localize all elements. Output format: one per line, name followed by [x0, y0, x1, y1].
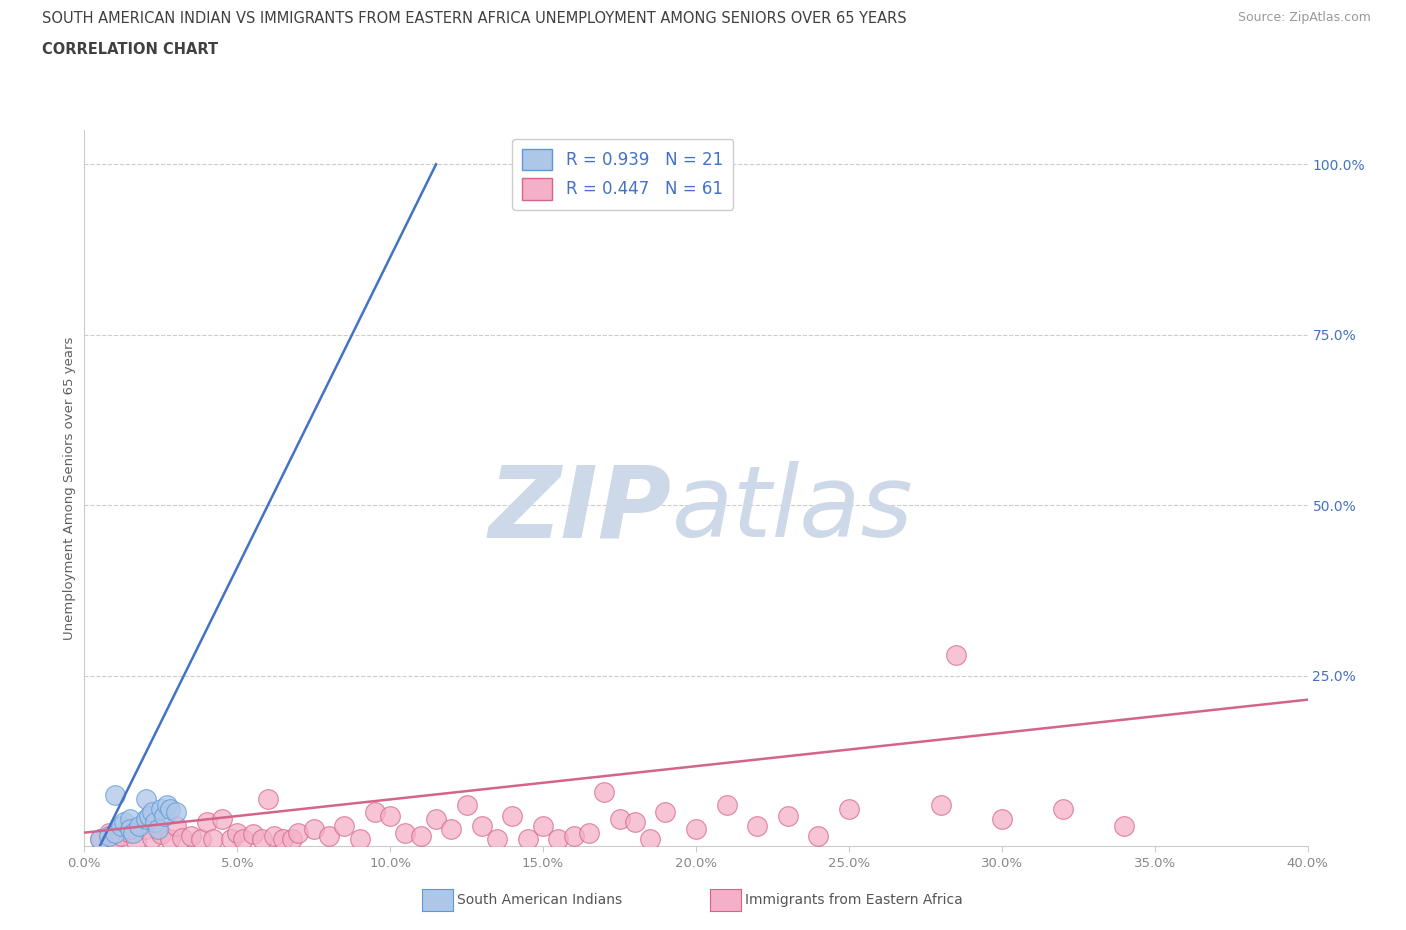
Point — [578, 825, 600, 840]
Point — [97, 825, 120, 840]
Y-axis label: Unemployment Among Seniors over 65 years: Unemployment Among Seniors over 65 years — [63, 337, 76, 640]
Point — [263, 829, 285, 844]
Point — [172, 830, 194, 845]
Point — [190, 832, 212, 847]
Point — [302, 822, 325, 837]
Point — [153, 808, 176, 823]
Text: CORRELATION CHART: CORRELATION CHART — [42, 42, 218, 57]
Point — [747, 818, 769, 833]
Point — [104, 832, 127, 847]
Point — [112, 815, 135, 830]
Point — [232, 832, 254, 847]
Point — [271, 832, 294, 847]
Point — [159, 832, 181, 847]
Point — [456, 798, 478, 813]
Point — [502, 808, 524, 823]
Point — [104, 825, 127, 840]
Point — [349, 832, 371, 847]
Point — [486, 832, 509, 847]
Point — [318, 829, 340, 844]
Point — [201, 832, 224, 847]
Point — [104, 788, 127, 803]
Text: Source: ZipAtlas.com: Source: ZipAtlas.com — [1237, 11, 1371, 24]
Point — [562, 829, 585, 844]
Point — [333, 818, 356, 833]
Point — [226, 825, 249, 840]
Point — [89, 832, 111, 847]
Point — [97, 829, 120, 844]
Point — [242, 827, 264, 842]
Point — [146, 822, 169, 837]
Point — [807, 829, 830, 844]
Point — [110, 829, 132, 844]
Text: Immigrants from Eastern Africa: Immigrants from Eastern Africa — [745, 893, 963, 908]
Point — [409, 829, 432, 844]
Point — [257, 791, 280, 806]
Point — [159, 802, 181, 817]
Point — [128, 818, 150, 833]
Point — [219, 832, 242, 847]
Point — [287, 825, 309, 840]
Text: atlas: atlas — [672, 461, 912, 558]
Text: South American Indians: South American Indians — [457, 893, 621, 908]
Point — [165, 818, 187, 833]
Point — [654, 804, 676, 819]
Point — [156, 798, 179, 813]
Point — [135, 791, 157, 806]
Point — [394, 825, 416, 840]
Point — [929, 798, 952, 813]
Point — [120, 812, 142, 827]
Point — [991, 812, 1014, 827]
Point — [380, 808, 402, 823]
Legend: R = 0.939   N = 21, R = 0.447   N = 61: R = 0.939 N = 21, R = 0.447 N = 61 — [512, 139, 733, 209]
Point — [122, 825, 145, 840]
Point — [425, 812, 447, 827]
Point — [609, 812, 631, 827]
Point — [120, 825, 142, 840]
Point — [516, 832, 538, 847]
Point — [838, 802, 860, 817]
Point — [149, 802, 172, 817]
Point — [945, 648, 967, 663]
Text: SOUTH AMERICAN INDIAN VS IMMIGRANTS FROM EASTERN AFRICA UNEMPLOYMENT AMONG SENIO: SOUTH AMERICAN INDIAN VS IMMIGRANTS FROM… — [42, 11, 907, 26]
Point — [624, 815, 647, 830]
Point — [638, 832, 661, 847]
Point — [716, 798, 738, 813]
Point — [180, 829, 202, 844]
Point — [89, 832, 111, 847]
Point — [165, 804, 187, 819]
Point — [250, 832, 273, 847]
Point — [138, 808, 160, 823]
Point — [120, 822, 142, 837]
Point — [141, 804, 163, 819]
Point — [776, 808, 799, 823]
Point — [149, 827, 172, 842]
Point — [135, 822, 157, 837]
Point — [440, 822, 463, 837]
Point — [281, 832, 304, 847]
Point — [685, 822, 707, 837]
Point — [364, 804, 387, 819]
Point — [547, 832, 569, 847]
Point — [141, 830, 163, 845]
Point — [593, 784, 616, 799]
Point — [531, 818, 554, 833]
Point — [211, 812, 233, 827]
Point — [135, 812, 157, 827]
Point — [1114, 818, 1136, 833]
Point — [143, 815, 166, 830]
Point — [125, 833, 148, 848]
Text: ZIP: ZIP — [488, 461, 672, 558]
Point — [471, 818, 494, 833]
Point — [1052, 802, 1074, 817]
Point — [195, 815, 218, 830]
Point — [110, 818, 132, 833]
